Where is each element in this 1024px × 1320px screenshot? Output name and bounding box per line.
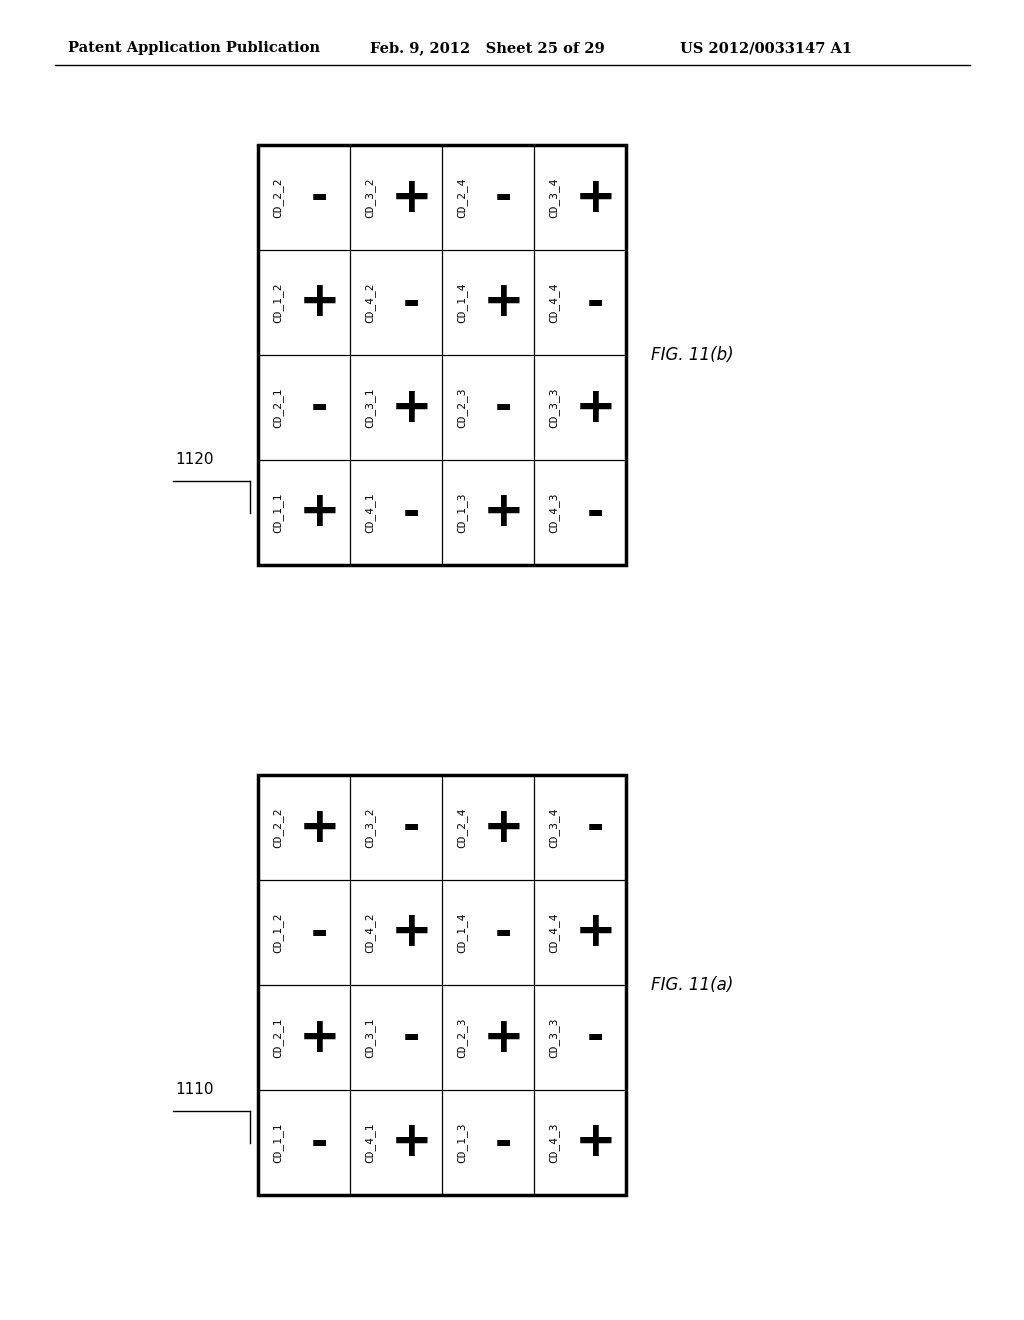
Text: CD_2_1: CD_2_1 xyxy=(272,1018,284,1057)
Text: +: + xyxy=(299,279,341,326)
Text: CD_4_3: CD_4_3 xyxy=(549,492,560,533)
Text: +: + xyxy=(299,488,341,536)
Text: -: - xyxy=(403,491,420,533)
Text: +: + xyxy=(574,173,616,222)
Text: +: + xyxy=(391,1118,432,1167)
Text: CD_3_3: CD_3_3 xyxy=(549,387,560,428)
Text: 1110: 1110 xyxy=(175,1081,213,1097)
Text: CD_3_2: CD_3_2 xyxy=(365,177,376,218)
Text: CD_3_4: CD_3_4 xyxy=(549,808,560,847)
Text: +: + xyxy=(482,488,524,536)
Text: CD_4_2: CD_4_2 xyxy=(365,912,376,953)
Text: -: - xyxy=(495,387,512,429)
Text: CD_2_2: CD_2_2 xyxy=(272,177,284,218)
Text: -: - xyxy=(495,1122,512,1163)
Text: +: + xyxy=(391,173,432,222)
Text: +: + xyxy=(574,1118,616,1167)
Text: +: + xyxy=(574,384,616,432)
Text: FIG. 11(a): FIG. 11(a) xyxy=(651,975,733,994)
Text: +: + xyxy=(299,804,341,851)
Text: CD_3_1: CD_3_1 xyxy=(365,387,376,428)
Text: CD_2_4: CD_2_4 xyxy=(457,177,468,218)
Text: -: - xyxy=(403,807,420,849)
Text: -: - xyxy=(587,807,604,849)
Text: +: + xyxy=(391,908,432,957)
Text: CD_1_4: CD_1_4 xyxy=(457,282,468,323)
Text: -: - xyxy=(311,912,329,953)
Text: CD_3_4: CD_3_4 xyxy=(549,177,560,218)
Text: CD_1_1: CD_1_1 xyxy=(272,1122,284,1163)
Text: +: + xyxy=(299,1014,341,1061)
Text: CD_4_1: CD_4_1 xyxy=(365,492,376,533)
Text: CD_2_3: CD_2_3 xyxy=(457,1018,468,1057)
Text: +: + xyxy=(482,279,524,326)
Text: CD_4_1: CD_4_1 xyxy=(365,1122,376,1163)
Text: CD_4_2: CD_4_2 xyxy=(365,282,376,323)
Text: Patent Application Publication: Patent Application Publication xyxy=(68,41,319,55)
Text: -: - xyxy=(495,177,512,219)
Text: CD_1_2: CD_1_2 xyxy=(272,912,284,953)
Text: CD_3_2: CD_3_2 xyxy=(365,808,376,847)
Text: CD_1_3: CD_1_3 xyxy=(457,492,468,533)
Text: CD_4_3: CD_4_3 xyxy=(549,1122,560,1163)
Text: -: - xyxy=(587,1016,604,1059)
Text: -: - xyxy=(403,281,420,323)
Text: -: - xyxy=(587,491,604,533)
Text: CD_1_2: CD_1_2 xyxy=(272,282,284,323)
Text: +: + xyxy=(391,384,432,432)
Text: CD_4_4: CD_4_4 xyxy=(549,282,560,323)
Text: -: - xyxy=(403,1016,420,1059)
Text: CD_3_3: CD_3_3 xyxy=(549,1018,560,1057)
Text: -: - xyxy=(311,387,329,429)
Text: CD_2_3: CD_2_3 xyxy=(457,387,468,428)
Text: Feb. 9, 2012   Sheet 25 of 29: Feb. 9, 2012 Sheet 25 of 29 xyxy=(370,41,605,55)
Text: 1120: 1120 xyxy=(175,451,213,466)
Text: +: + xyxy=(482,804,524,851)
Bar xyxy=(258,145,626,565)
Text: CD_1_4: CD_1_4 xyxy=(457,912,468,953)
Text: CD_2_1: CD_2_1 xyxy=(272,387,284,428)
Text: CD_2_2: CD_2_2 xyxy=(272,808,284,847)
Text: CD_4_4: CD_4_4 xyxy=(549,912,560,953)
Text: CD_1_3: CD_1_3 xyxy=(457,1122,468,1163)
Text: -: - xyxy=(311,1122,329,1163)
Text: -: - xyxy=(311,177,329,219)
Text: CD_2_4: CD_2_4 xyxy=(457,808,468,847)
Text: +: + xyxy=(482,1014,524,1061)
Text: -: - xyxy=(495,912,512,953)
Text: US 2012/0033147 A1: US 2012/0033147 A1 xyxy=(680,41,852,55)
Text: FIG. 11(b): FIG. 11(b) xyxy=(651,346,733,364)
Bar xyxy=(258,775,626,1195)
Text: +: + xyxy=(574,908,616,957)
Text: CD_3_1: CD_3_1 xyxy=(365,1018,376,1057)
Text: -: - xyxy=(587,281,604,323)
Text: CD_1_1: CD_1_1 xyxy=(272,492,284,533)
